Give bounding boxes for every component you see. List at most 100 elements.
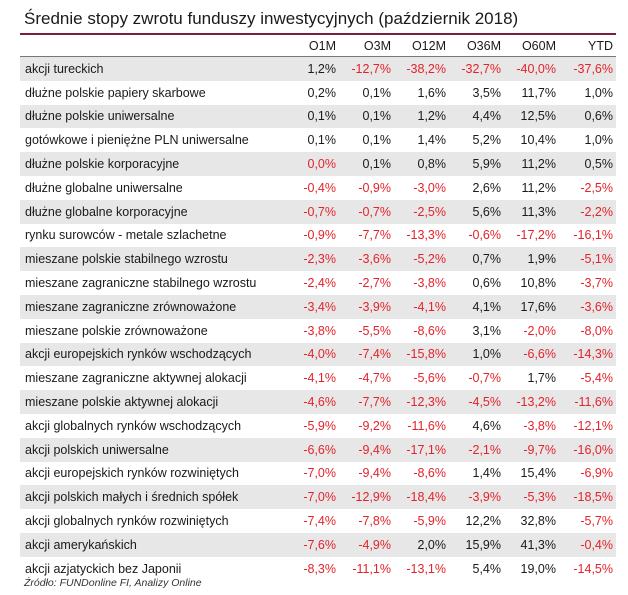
return-value-cell: -5,6% (413, 371, 446, 386)
return-value-cell: 12,5% (504, 104, 559, 129)
return-value-cell: -4,5% (449, 390, 504, 414)
return-value-cell: -6,6% (284, 437, 339, 462)
return-value-cell: -3,8% (413, 276, 446, 291)
fund-category-cell: mieszane zagraniczne stabilnego wzrostu (25, 276, 257, 291)
return-value-cell: -2,1% (449, 437, 504, 462)
fund-category-cell: dłużne globalne uniwersalne (25, 180, 183, 195)
header-o60m: O60M (521, 39, 556, 53)
return-value-cell: -5,5% (358, 323, 391, 338)
table-row: akcji europejskich rynków wschodzących -4… (20, 342, 616, 367)
return-value-cell: -2,0% (523, 323, 556, 338)
fund-category-cell: mieszane polskie stabilnego wzrostu (20, 247, 284, 272)
return-value-cell: 3,5% (472, 85, 502, 100)
table-row: akcji globalnych rynków wschodzących -5,9… (20, 414, 616, 438)
table-row: akcji europejskich rynków rozwiniętych -7… (20, 462, 616, 486)
table-row: akcji globalnych rynków rozwiniętych -7,4… (20, 509, 616, 533)
return-value-cell: 5,2% (472, 133, 502, 148)
return-value-cell: -37,6% (559, 56, 616, 81)
return-value-cell: 1,4% (472, 466, 502, 481)
fund-category-cell: akcji tureckich (20, 56, 284, 81)
return-value-cell: -6,6% (504, 342, 559, 367)
return-value-cell: 0,1% (284, 104, 339, 129)
return-value-cell: -3,7% (580, 276, 613, 291)
return-value-cell: -0,4% (303, 180, 336, 195)
return-value-cell: -4,7% (358, 371, 391, 386)
return-value-cell: -15,8% (394, 342, 449, 367)
return-value-cell: 4,1% (449, 294, 504, 319)
return-value-cell: 1,9% (504, 247, 559, 272)
return-value-cell: -11,6% (407, 418, 446, 433)
return-value-cell: -3,8% (523, 418, 556, 433)
header-o36m: O36M (466, 39, 501, 53)
return-value-cell: -38,2% (394, 56, 449, 81)
return-value-cell: 19,0% (520, 561, 556, 576)
return-value-cell: -7,6% (284, 532, 339, 557)
fund-category-cell: akcji europejskich rynków rozwiniętych (25, 466, 239, 481)
return-value-cell: 2,0% (394, 532, 449, 557)
header-fund-category (20, 36, 284, 57)
return-value-cell: -8,3% (303, 561, 336, 576)
table-row: mieszane zagraniczne aktywnej alokacji -4… (20, 366, 616, 390)
return-value-cell: -16,0% (559, 437, 616, 462)
return-value-cell: 5,9% (449, 152, 504, 176)
return-value-cell: -3,0% (413, 180, 446, 195)
table-row: mieszane polskie stabilnego wzrostu -2,3%… (20, 247, 616, 272)
return-value-cell: -0,9% (303, 228, 336, 243)
return-value-cell: -4,0% (284, 342, 339, 367)
table-row: dłużne globalne uniwersalne -0,4% -0,9% -3,… (20, 176, 616, 200)
return-value-cell: -4,6% (284, 390, 339, 414)
return-value-cell: -9,4% (358, 466, 391, 481)
header-ytd: YTD (588, 39, 613, 53)
fund-category-cell: akcji europejskich rynków wschodzących (20, 342, 284, 367)
table-row: mieszane zagraniczne zrównoważone -3,4% -3… (20, 294, 616, 319)
return-value-cell: -9,2% (358, 418, 391, 433)
return-value-cell: -32,7% (449, 56, 504, 81)
return-value-cell: 1,7% (527, 371, 557, 386)
fund-category-cell: gotówkowe i pieniężne PLN uniwersalne (25, 133, 249, 148)
return-value-cell: 5,4% (472, 561, 502, 576)
return-value-cell: -14,5% (573, 561, 613, 576)
return-value-cell: -8,6% (413, 466, 446, 481)
table-row: dłużne globalne korporacyjne -0,7% -0,7% -2… (20, 199, 616, 224)
fund-category-cell: akcji azjatyckich bez Japonii (25, 561, 182, 576)
fund-category-cell: akcji polskich małych i średnich spółek (20, 485, 284, 510)
return-value-cell: 10,4% (520, 133, 556, 148)
table-row: akcji amerykańskich -7,6% -4,9% 2,0% 15,9% 41… (20, 532, 616, 557)
table-row: dłużne polskie korporacyjne 0,0% 0,1% 0,8% 5… (20, 152, 616, 176)
return-value-cell: -8,0% (580, 323, 613, 338)
return-value-cell: -12,7% (339, 56, 394, 81)
header-o1m: O1M (308, 39, 336, 53)
return-value-cell: -5,9% (303, 418, 336, 433)
return-value-cell: 32,8% (520, 514, 556, 529)
table-row: mieszane polskie aktywnej alokacji -4,6% -… (20, 390, 616, 414)
return-value-cell: -5,2% (394, 247, 449, 272)
return-value-cell: -5,4% (580, 371, 613, 386)
return-value-cell: -16,1% (573, 228, 613, 243)
fund-category-cell: akcji globalnych rynków wschodzących (25, 418, 242, 433)
return-value-cell: 11,2% (504, 152, 559, 176)
return-value-cell: -3,4% (284, 294, 339, 319)
return-value-cell: -3,9% (339, 294, 394, 319)
return-value-cell: -11,1% (352, 561, 391, 576)
fund-category-cell: mieszane polskie zrównoważone (25, 323, 208, 338)
table-row: dłużne polskie uniwersalne 0,1% 0,1% 1,2% 4,… (20, 104, 616, 129)
return-value-cell: -3,6% (559, 294, 616, 319)
return-value-cell: -13,1% (406, 561, 446, 576)
return-value-cell: 0,1% (339, 152, 394, 176)
return-value-cell: -12,9% (339, 485, 394, 510)
table-row: rynku surowców - metale szlachetne -0,9% -… (20, 224, 616, 248)
return-value-cell: -9,4% (339, 437, 394, 462)
return-value-cell: 0,8% (394, 152, 449, 176)
table-row: mieszane zagraniczne stabilnego wzrostu -… (20, 271, 616, 295)
table-row: gotówkowe i pieniężne PLN uniwersalne 0,1… (20, 128, 616, 152)
fund-category-cell: akcji globalnych rynków rozwiniętych (25, 514, 229, 529)
return-value-cell: 0,0% (284, 152, 339, 176)
return-value-cell: 15,9% (449, 532, 504, 557)
return-value-cell: -3,9% (449, 485, 504, 510)
return-value-cell: -6,9% (580, 466, 613, 481)
return-value-cell: -2,3% (284, 247, 339, 272)
return-value-cell: -12,1% (573, 418, 613, 433)
return-value-cell: 1,2% (284, 56, 339, 81)
return-value-cell: -0,7% (468, 371, 501, 386)
